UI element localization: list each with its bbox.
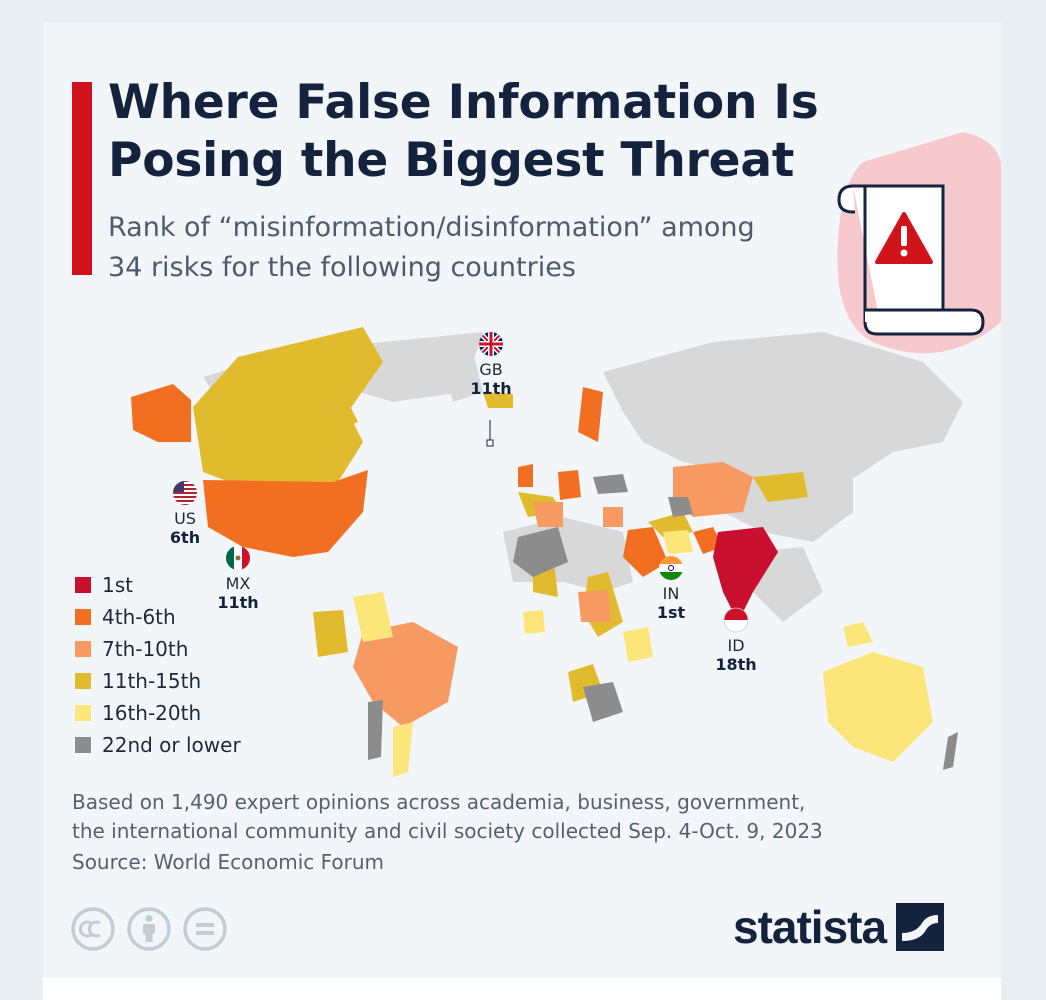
legend-swatch (75, 577, 91, 593)
note-line-1: Based on 1,490 expert opinions across ac… (72, 790, 806, 814)
rank-1-regions (713, 527, 778, 622)
rank-4-6-regions (131, 384, 723, 577)
marker-id: ID 18th (701, 607, 771, 674)
marker-us-rank: 6th (169, 528, 201, 547)
note-line-2: the international community and civil so… (72, 819, 823, 843)
legend-item: 7th-10th (75, 633, 241, 665)
marker-in-rank: 1st (656, 603, 686, 622)
title-line-2: Posing the Biggest Threat (108, 133, 795, 188)
marker-gb-rank: 11th (470, 379, 512, 398)
legend-label: 4th-6th (102, 605, 176, 629)
india-flag-icon (659, 556, 683, 580)
marker-mx: MX 11th (203, 545, 273, 612)
legend-label: 1st (102, 573, 133, 597)
legend-swatch (75, 673, 91, 689)
legend-label: 16th-20th (102, 701, 202, 725)
marker-id-code: ID (727, 636, 745, 655)
marker-in: IN 1st (636, 555, 706, 622)
attribution-icon[interactable] (126, 906, 172, 952)
subtitle-line-1: Rank of “misinformation/disinformation” … (108, 212, 755, 243)
marker-mx-code: MX (225, 574, 251, 593)
marker-id-rank: 18th (715, 655, 757, 674)
indonesia-flag-icon (723, 607, 749, 633)
legend-swatch (75, 641, 91, 657)
creative-commons-icon[interactable] (70, 906, 116, 952)
infographic-card: Where False Information Is Posing the Bi… (43, 22, 1001, 1000)
marker-us: US 6th (150, 480, 220, 547)
gb-pointer-line (486, 420, 494, 447)
legend-label: 22nd or lower (102, 733, 241, 757)
statista-logo-icon (896, 903, 945, 951)
legend-swatch (75, 705, 91, 721)
brand-name: statista (733, 901, 887, 953)
no-derivatives-icon[interactable] (182, 906, 228, 952)
world-map (131, 327, 963, 777)
marker-mx-rank: 11th (217, 593, 259, 612)
subtitle-line-2: 34 risks for the following countries (108, 252, 576, 283)
marker-gb: GB 11th (456, 331, 526, 398)
legend-item: 22nd or lower (75, 729, 241, 761)
uk-flag-icon (479, 332, 503, 356)
rank-22-lower-regions (368, 474, 958, 770)
legend-swatch (75, 737, 91, 753)
title-accent-bar (72, 82, 92, 275)
warning-scroll-icon (837, 132, 1001, 354)
title-line-1: Where False Information Is (108, 75, 819, 130)
source-note: Source: World Economic Forum (72, 850, 385, 874)
legend-item: 16th-20th (75, 697, 241, 729)
legend-label: 11th-15th (102, 669, 202, 693)
map-legend: 1st 4th-6th 7th-10th 11th-15th 16th-20th… (75, 569, 241, 761)
rank-11-15-regions (193, 327, 808, 702)
license-icons (70, 906, 238, 952)
legend-item: 11th-15th (75, 665, 241, 697)
page-title: Where False Information Is Posing the Bi… (108, 74, 819, 190)
marker-us-code: US (174, 509, 196, 528)
legend-item: 1st (75, 569, 241, 601)
marker-in-code: IN (662, 584, 680, 603)
marker-gb-code: GB (479, 360, 503, 379)
page-subtitle: Rank of “misinformation/disinformation” … (108, 208, 755, 288)
legend-item: 4th-6th (75, 601, 241, 633)
rank-16-20-regions (353, 530, 933, 777)
methodology-note: Based on 1,490 expert opinions across ac… (72, 788, 823, 846)
us-flag-icon (173, 481, 197, 505)
statista-brand[interactable]: statista (733, 900, 945, 954)
bottom-strip (43, 978, 1001, 1000)
mexico-flag-icon (226, 546, 250, 570)
legend-label: 7th-10th (102, 637, 189, 661)
legend-swatch (75, 609, 91, 625)
